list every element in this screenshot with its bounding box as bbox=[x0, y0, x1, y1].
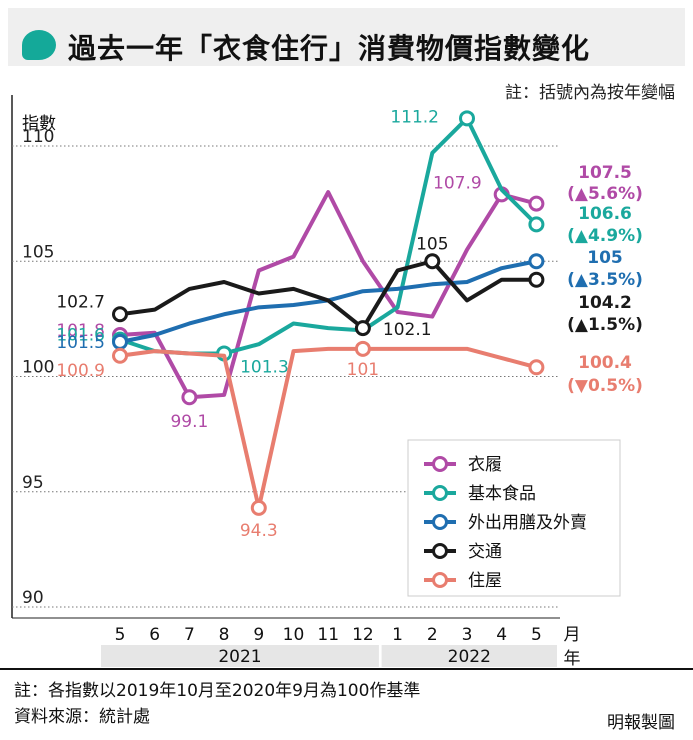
x-tick-label: 11 bbox=[317, 625, 339, 645]
end-change-label: (▲3.5%) bbox=[567, 270, 643, 290]
data-label: 101.6 bbox=[56, 326, 105, 346]
x-tick-label: 4 bbox=[496, 625, 507, 645]
legend-label: 衣履 bbox=[468, 455, 502, 475]
y-tick-label: 105 bbox=[22, 242, 54, 262]
data-point-marker bbox=[112, 333, 128, 350]
title-bar bbox=[8, 8, 685, 66]
data-label: 107.9 bbox=[433, 173, 482, 193]
end-change-label: (▼0.5%) bbox=[567, 376, 643, 396]
x-tick-label: 6 bbox=[149, 625, 160, 645]
year-band bbox=[381, 645, 557, 667]
year-label: 2022 bbox=[448, 647, 491, 667]
data-label: 105 bbox=[416, 234, 448, 254]
data-point-marker bbox=[354, 320, 371, 337]
data-label: 101 bbox=[347, 360, 379, 380]
x-tick-label: 9 bbox=[253, 625, 264, 645]
legend-label: 交通 bbox=[468, 542, 502, 562]
y-tick-label: 100 bbox=[22, 358, 54, 378]
data-label: 100.9 bbox=[56, 361, 105, 381]
data-label: 101.5 bbox=[56, 333, 105, 353]
footer-divider bbox=[0, 668, 693, 670]
data-point-marker bbox=[354, 340, 371, 357]
source-note: 資料來源：統計處 bbox=[14, 707, 150, 727]
data-label: 101.3 bbox=[240, 357, 289, 377]
data-label: 99.1 bbox=[170, 412, 208, 432]
year-unit-label: 年 bbox=[564, 649, 581, 669]
footnote: 註：各指數以2019年10月至2020年9月為100作基準 bbox=[14, 681, 421, 701]
legend-label: 基本食品 bbox=[468, 484, 536, 504]
series-line bbox=[118, 259, 539, 331]
y-tick-label: 95 bbox=[22, 473, 44, 493]
end-change-label: (▲4.9%) bbox=[567, 226, 643, 246]
x-tick-label: 2 bbox=[427, 625, 438, 645]
x-tick-label: 10 bbox=[283, 625, 305, 645]
credit: 明報製圖 bbox=[607, 713, 675, 733]
end-point-marker bbox=[528, 271, 545, 288]
speech-bubble-icon bbox=[22, 30, 56, 60]
bracket-note: 註：括號內為按年變幅 bbox=[505, 83, 675, 103]
x-tick-label: 8 bbox=[219, 625, 230, 645]
data-label: 94.3 bbox=[240, 521, 278, 541]
chart-title: 過去一年「衣食住行」消費物價指數變化 bbox=[68, 32, 591, 65]
y-axis-label: 指數 bbox=[22, 114, 56, 134]
end-point-marker bbox=[528, 216, 545, 233]
end-point-marker bbox=[528, 359, 545, 376]
data-point-marker bbox=[459, 110, 475, 127]
end-point-marker bbox=[528, 195, 545, 212]
x-tick-label: 3 bbox=[462, 625, 473, 645]
data-label: 111.2 bbox=[390, 107, 439, 127]
x-tick-label: 5 bbox=[115, 625, 126, 645]
end-change-label: (▲1.5%) bbox=[567, 315, 643, 335]
y-tick-label: 90 bbox=[22, 588, 44, 608]
data-point-marker bbox=[112, 347, 128, 364]
legend-swatch-marker bbox=[432, 485, 448, 501]
data-label: 102.1 bbox=[383, 320, 432, 340]
data-point-marker bbox=[112, 306, 128, 323]
end-value-label: 107.5 bbox=[578, 163, 632, 183]
end-value-label: 105 bbox=[587, 248, 623, 268]
data-point-marker bbox=[424, 253, 441, 270]
x-tick-label: 7 bbox=[184, 625, 195, 645]
legend-label: 外出用膳及外賣 bbox=[468, 513, 587, 533]
legend-swatch-marker bbox=[432, 572, 448, 588]
series-line bbox=[118, 346, 539, 510]
year-band bbox=[101, 645, 379, 667]
y-tick-label: 110 bbox=[22, 127, 54, 147]
legend-swatch-marker bbox=[432, 543, 448, 559]
data-point-marker bbox=[181, 389, 198, 406]
data-label: 101.8 bbox=[56, 321, 105, 341]
x-tick-label: 1 bbox=[392, 625, 403, 645]
year-label: 2021 bbox=[218, 647, 261, 667]
end-point-marker bbox=[528, 253, 545, 270]
legend-swatch-marker bbox=[432, 514, 448, 530]
legend-label: 住屋 bbox=[468, 571, 502, 591]
end-value-label: 100.4 bbox=[578, 353, 632, 373]
legend-swatch-marker bbox=[432, 456, 448, 472]
end-change-label: (▲5.6%) bbox=[567, 184, 643, 204]
x-tick-label: 12 bbox=[352, 625, 374, 645]
x-unit-label: 月 bbox=[564, 625, 581, 645]
end-value-label: 104.2 bbox=[578, 293, 632, 313]
data-label: 102.7 bbox=[56, 292, 105, 312]
x-tick-label: 5 bbox=[531, 625, 542, 645]
end-value-label: 106.6 bbox=[578, 204, 632, 224]
data-point-marker bbox=[250, 499, 267, 516]
